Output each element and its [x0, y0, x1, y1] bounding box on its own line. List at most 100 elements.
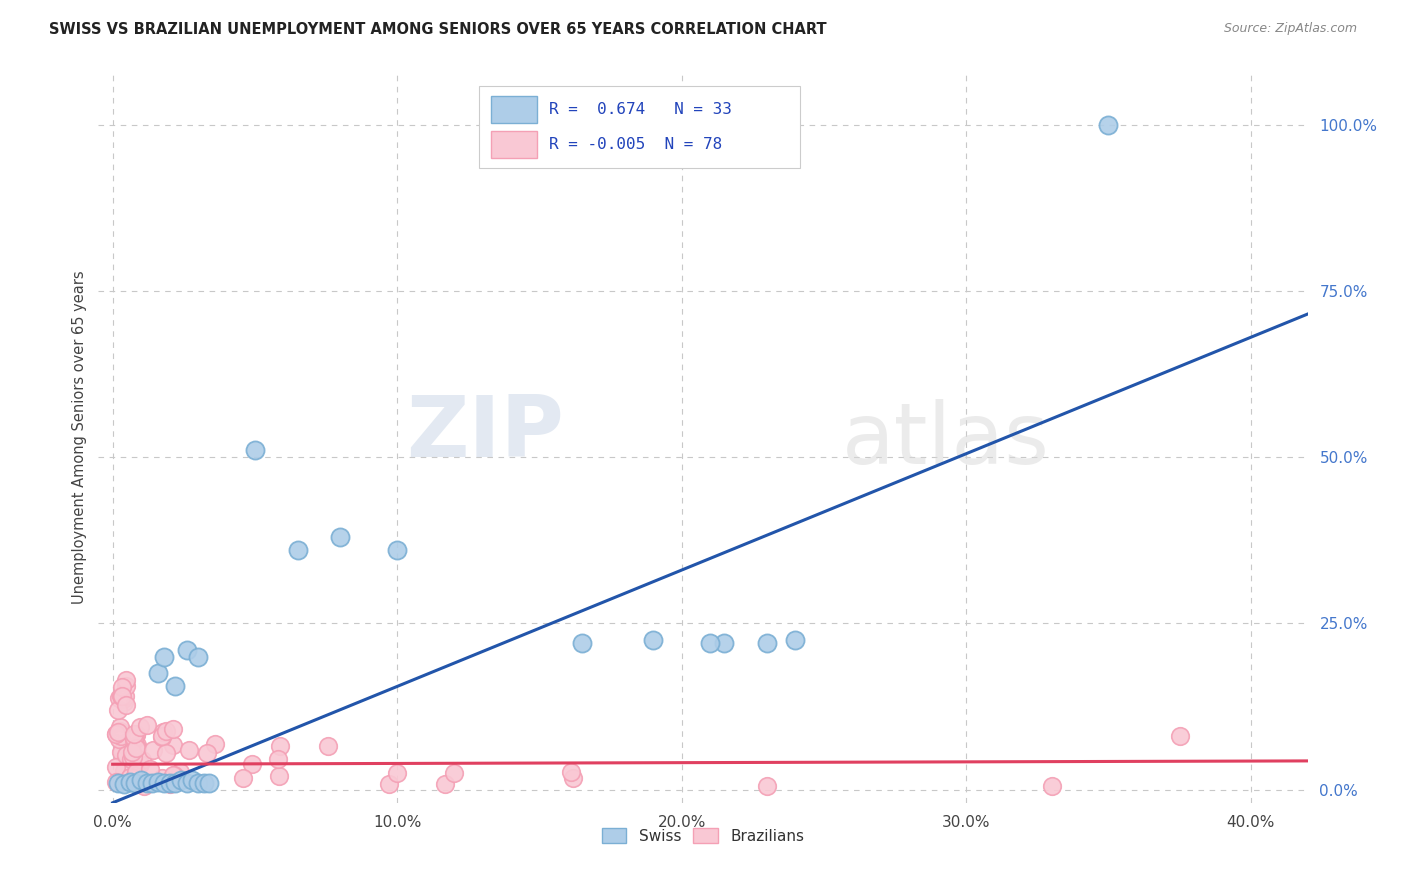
Point — [146, 774, 169, 789]
Point — [112, 691, 135, 706]
Point — [152, 730, 174, 744]
Text: atlas: atlas — [842, 400, 1050, 483]
Point — [129, 772, 152, 787]
Point — [131, 774, 153, 789]
Point — [105, 760, 128, 774]
Point — [118, 774, 141, 789]
Point — [176, 643, 198, 657]
Point — [107, 691, 129, 706]
Point — [176, 776, 198, 790]
Point — [232, 771, 254, 785]
Point — [107, 703, 129, 717]
Point — [162, 738, 184, 752]
Point — [571, 636, 593, 650]
Legend: Swiss, Brazilians: Swiss, Brazilians — [596, 822, 810, 850]
Point — [153, 776, 176, 790]
Point — [104, 774, 127, 789]
Point — [385, 543, 408, 558]
Point — [105, 727, 128, 741]
Point — [195, 746, 218, 760]
Text: ZIP: ZIP — [406, 392, 564, 475]
Point — [118, 770, 141, 784]
Point — [121, 745, 143, 759]
Point — [198, 776, 221, 790]
Point — [240, 757, 263, 772]
Point — [110, 689, 132, 703]
Point — [131, 753, 153, 767]
Point — [110, 745, 132, 759]
FancyBboxPatch shape — [492, 131, 537, 158]
Point — [110, 742, 132, 756]
Point — [560, 765, 582, 780]
Point — [129, 756, 152, 771]
Point — [139, 762, 162, 776]
Point — [107, 776, 129, 790]
Point — [107, 725, 129, 739]
Point — [127, 775, 149, 789]
Point — [181, 772, 204, 787]
Point — [122, 727, 145, 741]
Point — [125, 741, 148, 756]
Point — [124, 776, 146, 790]
Point — [150, 771, 173, 785]
Point — [111, 680, 134, 694]
Point — [713, 636, 735, 650]
Point — [112, 764, 135, 778]
Point — [159, 777, 181, 791]
Point — [125, 728, 148, 742]
Point — [122, 771, 145, 785]
Point — [162, 768, 184, 782]
Point — [433, 777, 456, 791]
Point — [142, 743, 165, 757]
Point — [170, 772, 193, 787]
Point — [243, 443, 266, 458]
Point — [756, 636, 779, 650]
Point — [329, 530, 352, 544]
Text: SWISS VS BRAZILIAN UNEMPLOYMENT AMONG SENIORS OVER 65 YEARS CORRELATION CHART: SWISS VS BRAZILIAN UNEMPLOYMENT AMONG SE… — [49, 22, 827, 37]
Point — [165, 680, 187, 694]
Point — [699, 636, 721, 650]
Point — [107, 732, 129, 747]
FancyBboxPatch shape — [492, 96, 537, 122]
Point — [177, 743, 200, 757]
Text: R =  0.674   N = 33: R = 0.674 N = 33 — [550, 102, 733, 117]
Point — [187, 776, 209, 790]
Point — [108, 720, 131, 734]
Point — [377, 777, 399, 791]
Point — [141, 776, 163, 790]
Point — [193, 776, 215, 790]
Text: Source: ZipAtlas.com: Source: ZipAtlas.com — [1223, 22, 1357, 36]
Point — [115, 747, 138, 762]
Point — [135, 776, 157, 790]
Point — [169, 764, 191, 779]
Point — [155, 746, 177, 760]
Point — [159, 776, 181, 790]
Point — [111, 689, 134, 703]
Point — [115, 740, 138, 755]
Text: R = -0.005  N = 78: R = -0.005 N = 78 — [550, 137, 723, 152]
Point — [125, 764, 148, 779]
Point — [162, 722, 184, 736]
Point — [267, 752, 290, 766]
Point — [1097, 118, 1119, 132]
Point — [114, 698, 136, 712]
Point — [146, 666, 169, 681]
FancyBboxPatch shape — [479, 86, 800, 168]
Point — [124, 733, 146, 747]
Y-axis label: Unemployment Among Seniors over 65 years: Unemployment Among Seniors over 65 years — [72, 270, 87, 604]
Point — [785, 632, 807, 647]
Point — [165, 776, 187, 790]
Point — [267, 769, 290, 783]
Point — [112, 695, 135, 709]
Point — [287, 543, 309, 558]
Point — [155, 723, 177, 738]
Point — [1040, 779, 1063, 793]
Point — [204, 737, 226, 751]
Point — [269, 739, 291, 753]
Point — [150, 729, 173, 743]
Point — [125, 727, 148, 741]
Point — [163, 768, 186, 782]
Point — [153, 649, 176, 664]
Point — [122, 731, 145, 746]
Point — [115, 673, 138, 687]
